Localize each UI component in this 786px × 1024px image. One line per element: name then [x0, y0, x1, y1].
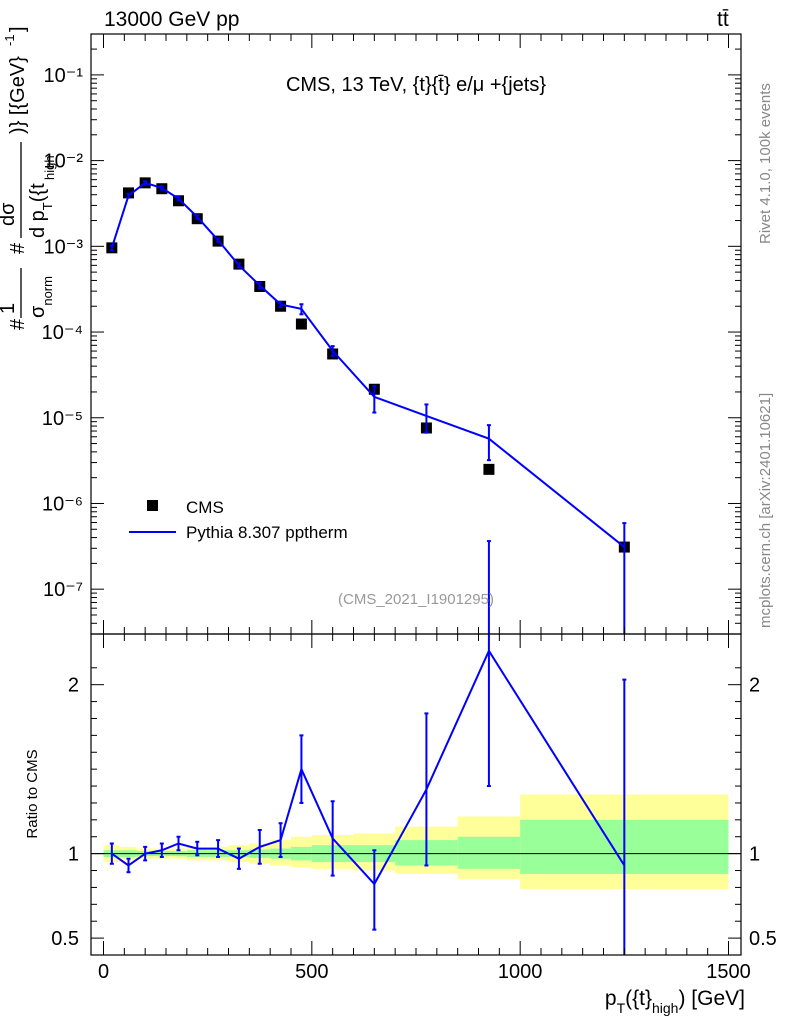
x-axis-title: pT({t}high) [GeV] — [605, 987, 745, 1016]
ratio-mc-line — [111, 648, 626, 886]
ratio-y-tick-label: 1 — [68, 844, 79, 866]
svg-text:dσ: dσ — [0, 202, 19, 226]
y-tick-label: 10⁻⁷ — [43, 579, 83, 601]
x-tick-label: 1500 — [706, 961, 751, 983]
data-point-cms — [295, 318, 307, 330]
legend-data-label: CMS — [186, 498, 224, 517]
ratio-panel: 0 500 1000 1500 0.5 0.5 1 1 2 2 — [51, 540, 777, 983]
ratio-y-tick-label: 0.5 — [51, 928, 79, 950]
svg-text:)} [{GeV}: )} [{GeV} — [7, 56, 29, 134]
svg-text:#: # — [7, 318, 29, 330]
legend-data-marker — [147, 500, 158, 511]
upper-frame — [90, 33, 742, 635]
mc-series-line — [110, 181, 625, 548]
process-label: tt̄ — [717, 8, 729, 31]
svg-text:high: high — [42, 155, 57, 180]
y-tick-label: 10⁻³ — [44, 236, 84, 258]
y-tick-label: 10⁻¹ — [44, 65, 84, 87]
svg-text:#: # — [7, 242, 29, 254]
ratio-y-tick-label: 2 — [68, 675, 79, 697]
y-tick-label: 10⁻⁶ — [42, 493, 83, 515]
analysis-id-label: (CMS_2021_I1901295) — [338, 591, 494, 608]
upper-panel: 10⁻⁷ 10⁻⁶ 10⁻⁵ 10⁻⁴ 10⁻³ 10⁻² 10⁻¹ — [42, 33, 742, 635]
beam-label: 13000 GeV pp — [104, 8, 240, 31]
legend: CMS Pythia 8.307 pptherm — [129, 498, 348, 542]
y-axis-title: # 1 σnorm # dσ d pT({t high )} [{GeV} -1… — [0, 26, 57, 330]
svg-text:-1: -1 — [2, 34, 17, 46]
svg-text:1: 1 — [0, 303, 19, 314]
y-tick-label: 10⁻⁵ — [42, 408, 83, 430]
chart-title: CMS, 13 TeV, {t}{t̄} e/μ +{jets} — [286, 74, 546, 96]
x-tick-label: 500 — [295, 961, 328, 983]
x-tick-label: 1000 — [498, 961, 543, 983]
ratio-y-tick-label-right: 0.5 — [749, 928, 777, 950]
svg-text:]: ] — [7, 26, 29, 32]
ratio-y-tick-label-right: 1 — [749, 844, 760, 866]
ratio-y-axis-title: Ratio to CMS — [24, 749, 41, 838]
svg-text:σnorm: σnorm — [27, 276, 55, 318]
ratio-y-tick-label-right: 2 — [749, 675, 760, 697]
y-tick-label: 10⁻⁴ — [42, 322, 83, 344]
ratio-inner-band — [457, 836, 521, 869]
legend-mc-label: Pythia 8.307 pptherm — [186, 523, 348, 542]
svg-text:d pT({t: d pT({t — [27, 183, 55, 238]
x-tick-label: 0 — [98, 961, 109, 983]
y-tick-label: 10⁻² — [44, 151, 84, 173]
data-point-cms — [483, 463, 495, 475]
